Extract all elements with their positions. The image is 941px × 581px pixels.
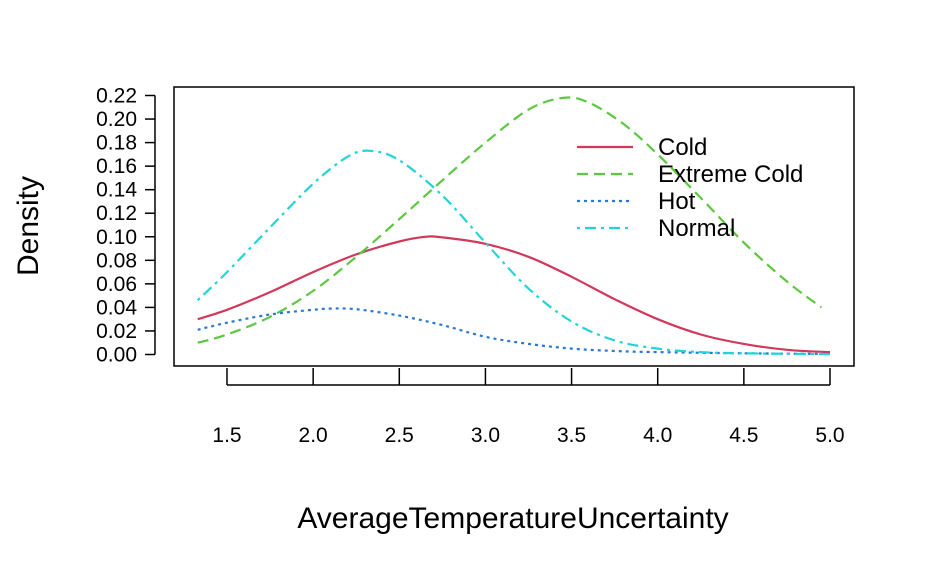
y-tick-label: 0.22 [96,85,137,108]
y-tick-label: 0.18 [96,132,137,155]
x-tick-label: 2.0 [299,424,328,447]
y-tick-label: 0.04 [96,296,137,319]
y-tick-label: 0.20 [96,108,137,131]
x-axis-title: AverageTemperatureUncertainty [297,502,728,535]
y-tick-label: 0.00 [96,344,137,367]
series-lines [196,96,831,356]
y-tick-label: 0.12 [96,202,137,225]
series-line-extreme-cold [197,96,823,344]
y-axis-title: Density [12,176,45,276]
series-line-hot [197,307,831,355]
axes: 0.000.020.040.060.080.100.120.140.160.18… [96,85,844,448]
y-tick-label: 0.02 [96,320,137,343]
y-tick-label: 0.06 [96,273,137,296]
y-tick-label: 0.10 [96,226,137,249]
legend-label: Extreme Cold [658,161,803,188]
x-tick-label: 2.5 [385,424,414,447]
x-tick-label: 5.0 [815,424,844,447]
series-line-cold [197,235,831,354]
legend-label: Hot [658,188,696,215]
x-tick-label: 1.5 [212,424,241,447]
x-tick-label: 3.0 [471,424,500,447]
x-tick-label: 4.0 [643,424,672,447]
y-tick-label: 0.16 [96,155,137,178]
legend-label: Normal [658,215,735,242]
series-line-normal [196,149,831,356]
x-tick-label: 3.5 [557,424,586,447]
x-tick-label: 4.5 [729,424,758,447]
plot-frame [173,86,855,367]
y-tick-label: 0.14 [96,179,137,202]
y-tick-label: 0.08 [96,249,137,272]
legend-label: Cold [658,134,707,161]
